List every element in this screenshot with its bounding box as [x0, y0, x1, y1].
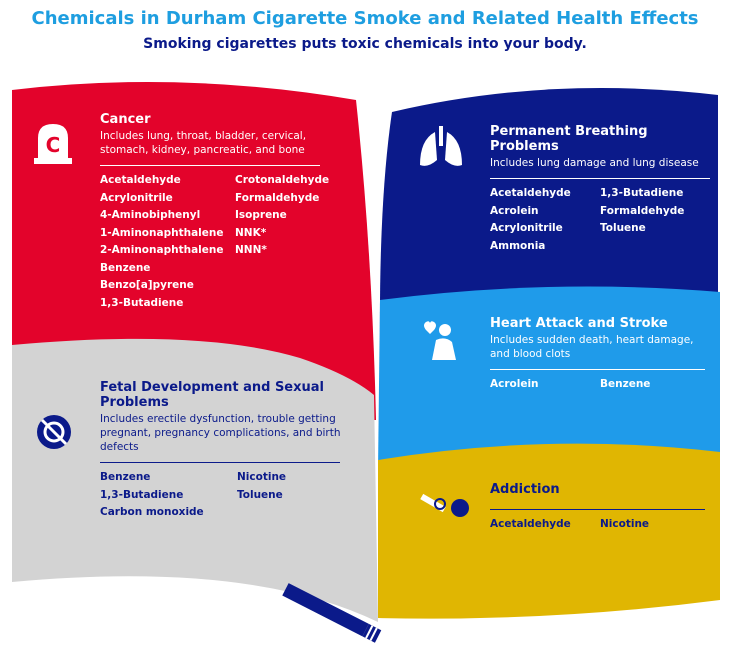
fetal-icon	[37, 415, 71, 449]
section: Cancer Includes lung, throat, bladder, ce…	[100, 112, 329, 312]
chemical-column: Acetaldehyde	[490, 516, 571, 534]
chemical: Nicotine	[237, 471, 287, 483]
chemical: 1-Aminonaphthalene	[100, 226, 224, 239]
fetal-panel	[12, 338, 378, 622]
chemical: NNN*	[235, 244, 267, 256]
chemical: Acrylonitrile	[490, 222, 563, 234]
section-description: Includes lung damage and lung disease	[490, 157, 699, 169]
chemical-column: Nicotine Toluene	[237, 469, 286, 504]
title: Chemicals in Durham Cigarette Smoke and …	[31, 8, 699, 29]
cancer-icon: C	[34, 124, 72, 164]
cigarette	[282, 583, 382, 643]
chemical-column: Acetaldehyde Acrylonitrile 4-Aminobiphenyl…	[100, 172, 223, 312]
svg-text:C: C	[46, 133, 61, 157]
chemical: 1,3-Butadiene	[100, 488, 184, 501]
section: Heart Attack and Stroke Includes sudden d…	[490, 316, 710, 394]
chemical-column: Acetaldehyde Acrolein Acrylonitrile Ammonia	[490, 185, 571, 255]
chemical-column: Benzene 1,3-Butadiene Carbon monoxide	[100, 469, 204, 522]
chemical: Acetaldehyde	[490, 518, 571, 530]
chemical: Formaldehyde	[235, 191, 320, 204]
subtitle: Smoking cigarettes puts toxic chemicals …	[143, 36, 587, 52]
section-heading: Cancer	[100, 112, 151, 127]
addiction-panel	[378, 443, 720, 619]
cancer-panel	[12, 82, 376, 420]
section-description: Includes sudden death, heart damage, and…	[490, 334, 694, 360]
chemical-list: Acetaldehyde Nicotine	[490, 516, 710, 534]
chemical: 4-Aminobiphenyl	[100, 209, 201, 221]
chemical: Acetaldehyde	[100, 174, 181, 186]
chemical: Benzo[a]pyrene	[100, 279, 194, 291]
heart-icon	[424, 321, 456, 360]
section-heading: Addiction	[490, 482, 560, 497]
chemical: Formaldehyde	[600, 204, 685, 217]
divider	[100, 165, 320, 166]
divider	[490, 178, 710, 179]
section-description: Includes lung, throat, bladder, cervical…	[100, 130, 307, 156]
chemical-column: Nicotine	[600, 516, 649, 534]
chemical: Acrylonitrile	[100, 191, 173, 204]
chemical: Toluene	[600, 222, 646, 234]
chemical-list: Acetaldehyde Acrylonitrile 4-Aminobiphenyl…	[100, 172, 329, 312]
chemical: Crotonaldehyde	[235, 174, 330, 186]
heart-panel	[378, 286, 720, 470]
chemical: Acetaldehyde	[490, 187, 571, 199]
section: Permanent Breathing Problems Includes lun…	[490, 124, 715, 255]
chemical-column: Benzene	[600, 376, 650, 394]
chemical-column: Acrolein	[490, 376, 539, 394]
section: Fetal Development and Sexual Problems Inc…	[100, 380, 345, 522]
chemical: Benzene	[100, 261, 151, 274]
chemical: Acrolein	[490, 378, 539, 390]
chemical: Isoprene	[235, 209, 287, 221]
chemical: Toluene	[237, 488, 283, 501]
section-description: Includes erectile dysfunction, trouble g…	[100, 413, 341, 453]
chemical: 2-Aminonaphthalene	[100, 244, 224, 256]
section-heading: Permanent Breathing Problems	[490, 124, 648, 154]
chemical-list: Acrolein Benzene	[490, 376, 710, 394]
divider	[490, 369, 705, 370]
section-heading: Fetal Development and Sexual Problems	[100, 380, 324, 410]
chemical-column: 1,3-Butadiene Formaldehyde Toluene	[600, 185, 684, 238]
chemical-list: Acetaldehyde Acrolein Acrylonitrile Ammonia…	[490, 185, 715, 255]
section: Addiction Acetaldehyde Nicotine	[490, 482, 710, 534]
chemical: 1,3-Butadiene	[600, 187, 684, 199]
addiction-icon	[420, 493, 469, 517]
breathing-panel	[379, 87, 718, 340]
lungs-icon	[420, 126, 462, 166]
chemical-list: Benzene 1,3-Butadiene Carbon monoxide Nicot…	[100, 469, 345, 522]
divider	[490, 509, 705, 510]
chemical: 1,3-Butadiene	[100, 296, 184, 309]
chemical: NNK*	[235, 226, 267, 239]
chemical: Carbon monoxide	[100, 506, 204, 518]
chemical: Benzene	[600, 378, 651, 390]
chemical: Acrolein	[490, 204, 539, 217]
chemical: Ammonia	[490, 239, 546, 252]
chemical: Benzene	[100, 471, 151, 483]
divider	[100, 462, 340, 463]
chemical-column: Crotonaldehyde Formaldehyde Isoprene NNK* NN…	[235, 172, 329, 260]
chemical: Nicotine	[600, 518, 650, 530]
section-heading: Heart Attack and Stroke	[490, 316, 668, 331]
